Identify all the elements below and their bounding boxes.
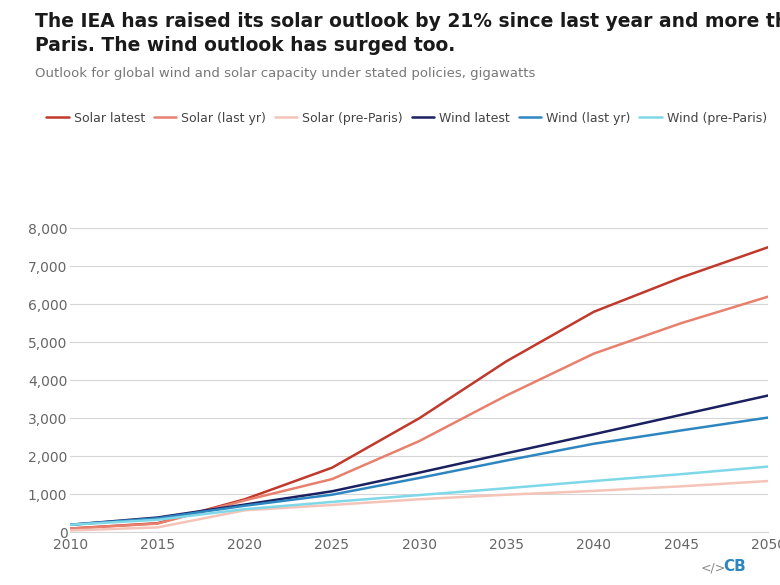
Legend: Solar latest, Solar (last yr), Solar (pre-Paris), Wind latest, Wind (last yr), W: Solar latest, Solar (last yr), Solar (pr… bbox=[41, 107, 772, 130]
Text: </>: </> bbox=[700, 562, 725, 574]
Text: Paris. The wind outlook has surged too.: Paris. The wind outlook has surged too. bbox=[35, 36, 456, 55]
Text: Outlook for global wind and solar capacity under stated policies, gigawatts: Outlook for global wind and solar capaci… bbox=[35, 67, 536, 80]
Text: The IEA has raised its solar outlook by 21% since last year and more than five-f: The IEA has raised its solar outlook by … bbox=[35, 12, 780, 30]
Text: CB: CB bbox=[724, 559, 746, 574]
